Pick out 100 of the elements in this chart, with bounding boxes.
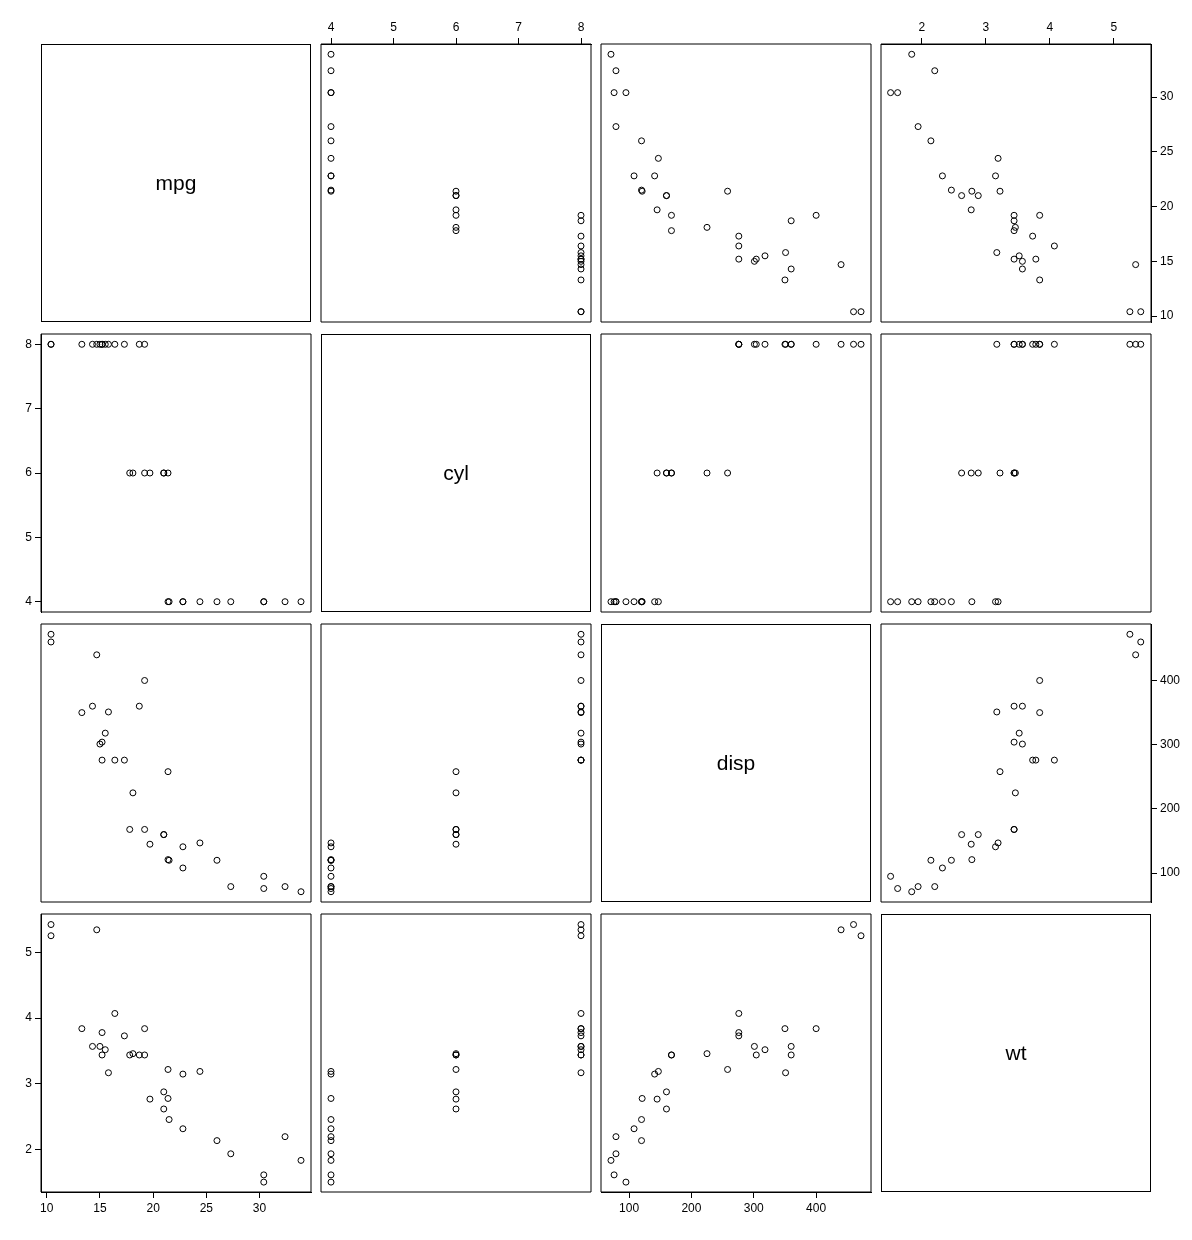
x-tick-label: 8	[577, 20, 585, 35]
point	[1032, 756, 1040, 764]
point	[1036, 677, 1044, 684]
point	[577, 265, 585, 273]
point	[327, 1070, 335, 1078]
x-tick-label: 10	[40, 1200, 54, 1215]
point	[787, 1042, 795, 1050]
point	[607, 1156, 615, 1164]
point	[141, 677, 149, 684]
point	[227, 1150, 235, 1158]
x-tick-label: 200	[681, 1200, 702, 1215]
x-tick-label: 20	[146, 1200, 161, 1215]
point	[612, 67, 620, 75]
y-tick-label: 5	[25, 944, 33, 959]
point	[135, 702, 143, 710]
point	[577, 252, 585, 260]
point	[260, 1178, 268, 1186]
point	[761, 1046, 769, 1054]
point	[781, 276, 789, 284]
point	[857, 308, 865, 316]
point	[213, 598, 221, 606]
point	[78, 1025, 86, 1033]
y-tick-label: 20	[1160, 198, 1174, 213]
y-tick-label: 30	[1160, 89, 1174, 104]
point	[297, 598, 305, 606]
point	[947, 186, 955, 194]
point	[1010, 702, 1018, 710]
point	[894, 885, 902, 893]
point	[577, 1029, 585, 1037]
point	[297, 888, 305, 896]
point	[735, 1029, 743, 1037]
point	[1010, 255, 1018, 263]
x-tick-label: 400	[806, 1200, 827, 1215]
point	[452, 211, 460, 219]
point	[327, 1094, 335, 1102]
y-tick-label: 8	[25, 336, 33, 351]
point	[213, 856, 221, 864]
point	[1050, 756, 1058, 764]
point	[1036, 211, 1044, 219]
point	[129, 789, 137, 797]
point	[577, 211, 585, 219]
point	[837, 261, 845, 269]
point	[179, 1125, 187, 1133]
point	[129, 1050, 137, 1058]
point	[88, 340, 96, 348]
point	[1011, 223, 1019, 231]
point	[297, 1156, 305, 1164]
x-tick-label: 100	[619, 1200, 640, 1215]
point	[126, 825, 134, 833]
point	[452, 1088, 460, 1096]
point	[787, 265, 795, 273]
point	[651, 1070, 659, 1078]
point	[327, 154, 335, 162]
point	[327, 839, 335, 847]
point	[630, 172, 638, 180]
y-tick-label: 3	[25, 1076, 33, 1091]
point	[994, 154, 1002, 162]
point	[1010, 217, 1018, 225]
point	[577, 677, 585, 684]
point	[735, 242, 743, 250]
text: disp	[716, 751, 756, 775]
point	[887, 89, 895, 97]
point	[111, 1009, 119, 1017]
point	[577, 1009, 585, 1017]
point	[931, 67, 939, 75]
x-tick-label: 5	[390, 20, 398, 35]
point	[752, 1051, 760, 1059]
point	[141, 1051, 149, 1059]
point	[577, 1046, 585, 1054]
point	[850, 921, 858, 929]
point	[120, 756, 128, 764]
point	[837, 926, 845, 934]
point	[1132, 261, 1140, 269]
point	[327, 1150, 335, 1158]
point	[260, 885, 268, 893]
point	[667, 227, 675, 235]
point	[452, 1105, 460, 1113]
point	[1126, 308, 1134, 316]
point	[88, 1042, 96, 1050]
point	[120, 1032, 128, 1040]
point	[281, 883, 289, 891]
point	[146, 469, 154, 477]
point	[908, 50, 916, 58]
y-tick-label: 25	[1160, 144, 1174, 159]
x-tick-label: 30	[252, 1200, 267, 1215]
x-tick-label: 5	[1110, 20, 1118, 35]
point	[164, 469, 172, 477]
point	[146, 1095, 154, 1103]
point	[98, 1029, 106, 1037]
point	[160, 1088, 168, 1096]
point	[327, 1133, 335, 1141]
y-tick-label: 300	[1160, 737, 1181, 752]
point	[1036, 709, 1044, 717]
point	[622, 1178, 630, 1186]
x-tick-label: 25	[199, 1200, 214, 1215]
point	[651, 172, 659, 180]
point	[577, 638, 585, 646]
point	[577, 651, 585, 659]
point	[1015, 252, 1023, 260]
point	[577, 729, 585, 737]
